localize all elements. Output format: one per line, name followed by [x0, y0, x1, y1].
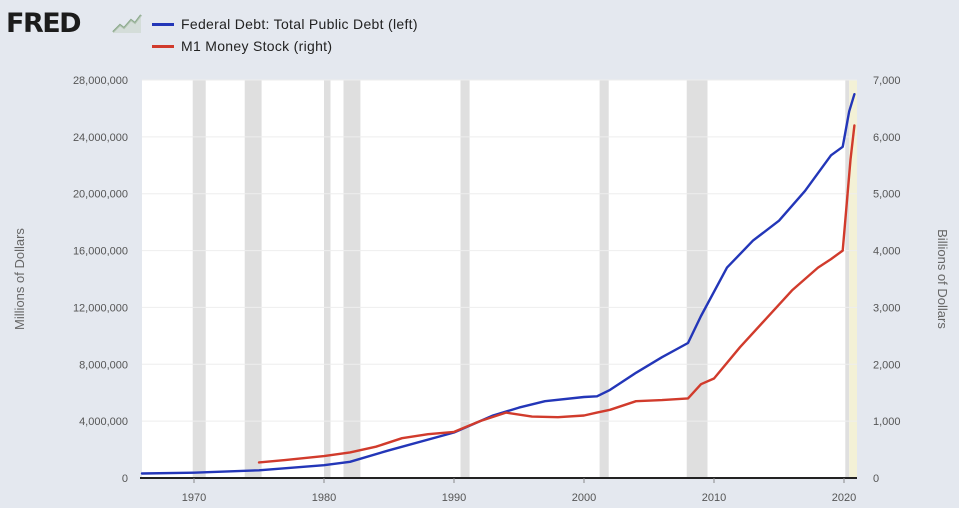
recession-band	[244, 80, 262, 478]
recession-band	[192, 80, 206, 478]
y-left-tick-label: 8,000,000	[79, 359, 128, 371]
y-left-tick-label: 16,000,000	[73, 246, 128, 258]
recession-band	[599, 80, 609, 478]
highlight-band	[849, 80, 857, 478]
y-left-axis-title: Millions of Dollars	[12, 228, 27, 330]
y-right-tick-label: 7,000	[873, 75, 901, 87]
y-left-tick-label: 28,000,000	[73, 75, 128, 87]
recession-band	[686, 80, 708, 478]
recession-band	[324, 80, 331, 478]
y-right-tick-label: 3,000	[873, 302, 901, 314]
y-left-tick-label: 0	[122, 473, 128, 485]
y-right-tick-label: 1,000	[873, 416, 901, 428]
x-tick-label: 2020	[832, 492, 856, 504]
legend-item-federal-debt[interactable]: Federal Debt: Total Public Debt (left)	[152, 13, 418, 35]
y-right-tick-label: 6,000	[873, 132, 901, 144]
x-tick-label: 1970	[182, 492, 206, 504]
trend-chart-icon	[112, 14, 142, 33]
legend-swatch-m1-money	[152, 44, 174, 48]
y-left-tick-label: 12,000,000	[73, 302, 128, 314]
recession-band	[343, 80, 361, 478]
legend-item-m1-money[interactable]: M1 Money Stock (right)	[152, 35, 418, 57]
x-tick-label: 1980	[312, 492, 336, 504]
recession-band	[460, 80, 470, 478]
x-tick-label: 2000	[572, 492, 596, 504]
fred-logo[interactable]: FRED	[6, 8, 82, 39]
chart-legend: Federal Debt: Total Public Debt (left) M…	[152, 13, 418, 57]
y-left-tick-label: 20,000,000	[73, 189, 128, 201]
y-left-tick-label: 24,000,000	[73, 132, 128, 144]
x-tick-label: 1990	[442, 492, 466, 504]
recession-band	[845, 80, 850, 478]
y-left-tick-label: 4,000,000	[79, 416, 128, 428]
y-right-axis-title: Billions of Dollars	[935, 229, 950, 329]
y-right-tick-label: 2,000	[873, 359, 901, 371]
x-tick-label: 2010	[702, 492, 726, 504]
legend-label-m1-money: M1 Money Stock (right)	[181, 38, 333, 54]
legend-swatch-federal-debt	[152, 22, 174, 26]
y-right-tick-label: 0	[873, 473, 879, 485]
legend-label-federal-debt: Federal Debt: Total Public Debt (left)	[181, 16, 418, 32]
y-right-tick-label: 4,000	[873, 246, 901, 258]
y-right-tick-label: 5,000	[873, 189, 901, 201]
